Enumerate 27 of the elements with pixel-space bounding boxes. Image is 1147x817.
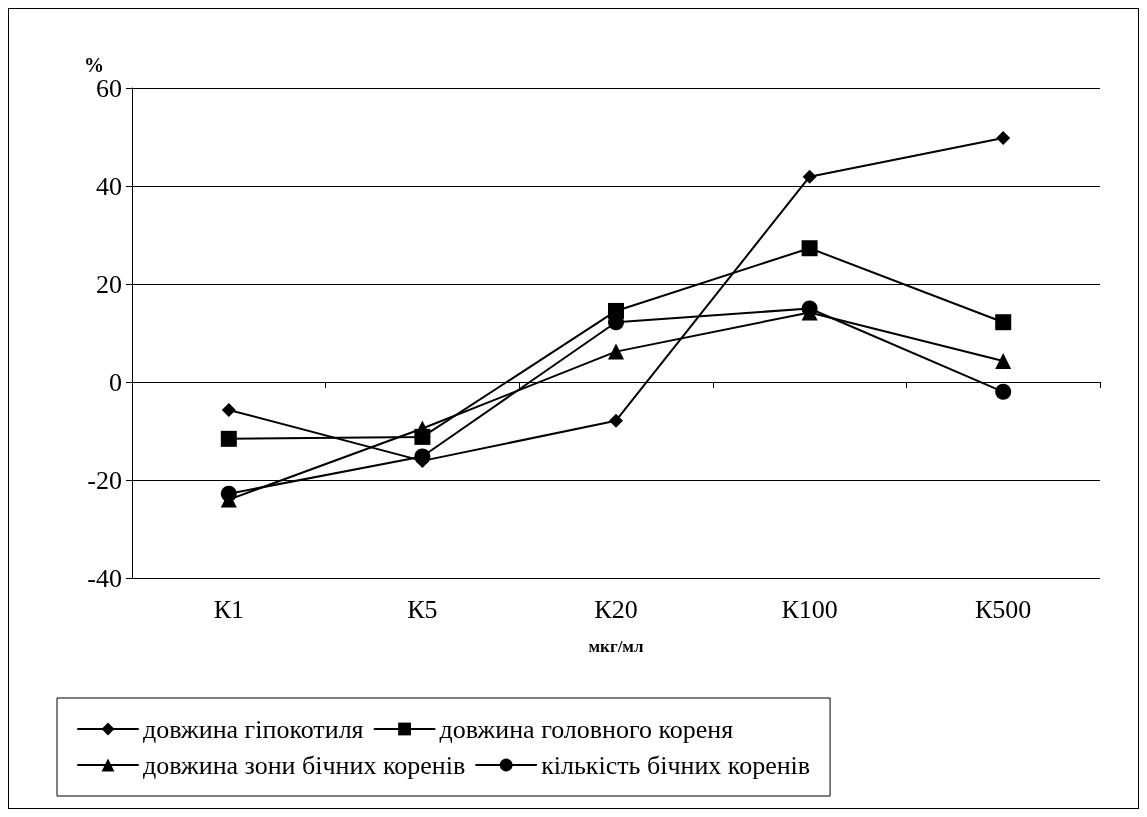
point [221, 402, 236, 417]
y-tick-label: -40 [87, 563, 122, 593]
point [414, 428, 431, 445]
legend-label: довжина зони бічних коренів [143, 750, 466, 780]
y-tick-label: 0 [109, 367, 122, 397]
x-tick-label: К1 [213, 594, 244, 624]
x-tick-label: К100 [781, 594, 838, 624]
point [995, 314, 1012, 331]
point [220, 430, 237, 447]
point [995, 352, 1012, 369]
x-tick-label: К5 [407, 594, 438, 624]
point [608, 343, 624, 360]
point [802, 169, 817, 184]
y-tick-label: 40 [96, 171, 122, 201]
legend-label: довжина головного кореня [439, 714, 734, 744]
legend-label: кількість бічних коренів [541, 750, 811, 780]
x-tick-label: К500 [975, 594, 1032, 624]
point [996, 130, 1011, 145]
y-tick-label: 20 [96, 269, 122, 299]
x-axis-title: мкг/мл [588, 637, 644, 656]
y-tick-label: -20 [87, 465, 122, 495]
point [609, 413, 623, 428]
x-tick-label: К20 [594, 594, 638, 624]
point [801, 240, 818, 257]
legend-label: довжина гіпокотиля [143, 714, 364, 744]
point [995, 383, 1012, 400]
point [608, 302, 624, 319]
